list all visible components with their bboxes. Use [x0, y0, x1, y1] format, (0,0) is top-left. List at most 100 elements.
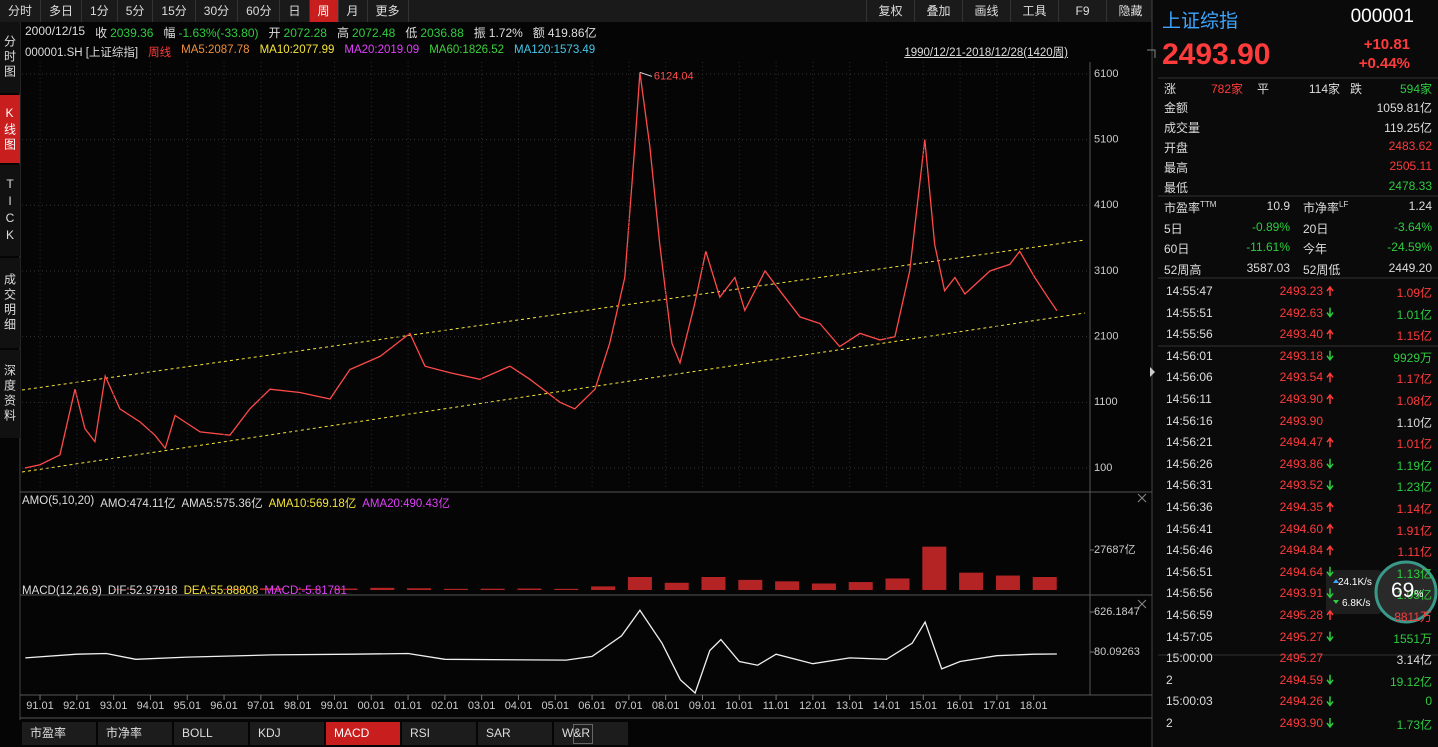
side-tab[interactable]: TICK	[0, 165, 20, 256]
max-pointer	[639, 71, 653, 77]
tick-price: 2493.18	[1279, 348, 1323, 363]
stat-value: 2478.33	[1388, 179, 1432, 193]
info-item: 高 2072.48	[337, 24, 395, 41]
tick-price: 2495.27	[1279, 629, 1323, 644]
tick-price: 2495.27	[1279, 651, 1323, 666]
volume-bar	[811, 583, 836, 590]
timeframe-button[interactable]: 30分	[196, 0, 239, 22]
tick-time: 14:56:16	[1166, 413, 1213, 428]
tick-price: 2493.90	[1279, 716, 1323, 730]
tool-button[interactable]: 工具	[1010, 0, 1058, 22]
indicator-tab[interactable]: KDJ	[250, 722, 324, 745]
tool-button[interactable]: 画线	[962, 0, 1010, 22]
timeframe-button[interactable]: 周	[309, 0, 339, 22]
side-tab[interactable]: 分时图	[0, 22, 20, 93]
ratio-sup: LF	[1339, 200, 1349, 209]
ratio-label: 市净率LF	[1303, 200, 1349, 215]
x-tick-label: 09.01	[689, 700, 717, 712]
timeframe-button[interactable]: 5分	[118, 0, 154, 22]
tick-arrow	[1326, 696, 1334, 707]
load-gauge	[1374, 560, 1438, 624]
x-tick-label: 15.01	[910, 700, 938, 712]
indicator-legend: DEA:55.88808	[183, 585, 259, 597]
tick-volume: 1.10亿	[1396, 415, 1432, 430]
y-tick-label: 6100	[1094, 68, 1118, 80]
toolbar-bg	[0, 0, 1438, 22]
volume-bar	[443, 588, 468, 590]
indicator-tab[interactable]: RSI	[402, 722, 476, 745]
load-value: 69%	[1391, 579, 1424, 602]
tick-price: 2492.63	[1279, 305, 1323, 320]
ratio-value: 1.24	[1408, 199, 1432, 213]
timeframe-button[interactable]: 1分	[82, 0, 118, 22]
tick-time: 14:57:05	[1166, 629, 1213, 644]
tick-volume: 1.01亿	[1396, 437, 1432, 452]
indicator-tab[interactable]: 市净率	[98, 722, 172, 745]
x-tick-label: 17.01	[983, 700, 1011, 712]
volume-bar	[259, 588, 284, 590]
indicator-tab[interactable]: MACD	[326, 722, 400, 745]
add-tab[interactable]	[573, 724, 593, 744]
tool-button[interactable]: 复权	[866, 0, 914, 22]
tick-arrow	[1326, 436, 1334, 448]
breadth-value: 594家	[1399, 82, 1432, 96]
breadth-label: 涨	[1164, 82, 1177, 96]
close-icon[interactable]	[1137, 493, 1147, 503]
tick-price: 2493.52	[1279, 478, 1323, 493]
indicator-legend: AMO(5,10,20)	[22, 495, 95, 507]
tool-button[interactable]: F9	[1058, 0, 1106, 22]
timeframe-button[interactable]: 多日	[41, 0, 83, 22]
timeframe-button[interactable]: 更多	[368, 0, 409, 22]
ma-legend: MA20:2019.09	[344, 44, 420, 56]
info-item: 开 2072.28	[269, 24, 327, 41]
info-bar: 2000/12/15 收 2039.36 幅 -1.63%(-33.80) 开 2072.2…	[25, 24, 597, 41]
tick-volume: 1.14亿	[1396, 502, 1432, 516]
timeframe-button[interactable]: 分时	[0, 0, 42, 22]
side-tab[interactable]: K线图	[0, 95, 20, 163]
indicator-tab[interactable]: SAR	[478, 722, 552, 745]
x-tick-label: 11.01	[763, 700, 790, 712]
timeframe-button[interactable]: 15分	[153, 0, 196, 22]
tick-time: 15:00:00	[1166, 651, 1213, 666]
ratio-value: -0.89%	[1251, 219, 1290, 234]
collapse-arrow[interactable]	[1150, 367, 1155, 377]
timeframe-button[interactable]: 日	[280, 0, 310, 22]
tick-volume: 1.08亿	[1396, 394, 1432, 408]
tick-price: 2493.91	[1279, 586, 1323, 601]
ma-legend: MA120:1573.49	[514, 44, 596, 56]
tool-button[interactable]: 叠加	[914, 0, 962, 22]
tick-arrow	[1326, 609, 1334, 620]
tick-price: 2494.35	[1279, 500, 1323, 514]
panel-legend: AMO(5,10,20) AMO:474.11亿 AMA5:575.36亿 AMA10…	[22, 495, 450, 511]
toolbar-right: 复权 叠加 画线 工具 F9 隐藏	[866, 0, 1154, 22]
tick-time: 14:56:41	[1166, 521, 1213, 536]
timeframe-button[interactable]: 60分	[238, 0, 281, 22]
net-widget-bg	[1326, 570, 1382, 614]
index-name: 上证综指	[1162, 11, 1239, 32]
timeframe-button[interactable]: 月	[339, 0, 368, 22]
indicator-tab[interactable]: W&R	[554, 722, 628, 745]
indicator-tab[interactable]: 市盈率	[22, 722, 96, 745]
date: 2000/12/15	[25, 24, 86, 38]
side-tab[interactable]: 成交明细	[0, 258, 20, 348]
volume-bar	[627, 576, 652, 590]
tool-button[interactable]: 隐藏	[1106, 0, 1154, 22]
x-tick-label: 97.01	[247, 700, 275, 712]
tick-time: 14:56:36	[1166, 500, 1213, 514]
breadth-label: 跌	[1350, 82, 1363, 96]
date-range: 1990/12/21-2018/12/28(1420周)	[904, 47, 1068, 59]
close-icon[interactable]	[1137, 599, 1147, 609]
x-tick-label: 12.01	[799, 700, 827, 712]
side-tab[interactable]: 深度资料	[0, 350, 20, 438]
volume-bar	[370, 587, 395, 590]
tick-arrow	[1326, 501, 1334, 512]
change: +10.81	[1363, 36, 1410, 53]
quote-bg	[1152, 0, 1438, 747]
x-tick-label: 00.01	[357, 700, 385, 712]
x-tick-label: 91.01	[26, 700, 54, 712]
info-value: -1.63%(-33.80)	[178, 26, 259, 40]
tick-arrow	[1326, 328, 1334, 340]
x-tick-label: 03.01	[468, 700, 496, 712]
tick-arrow	[1326, 588, 1334, 599]
indicator-tab[interactable]: BOLL	[174, 722, 248, 745]
